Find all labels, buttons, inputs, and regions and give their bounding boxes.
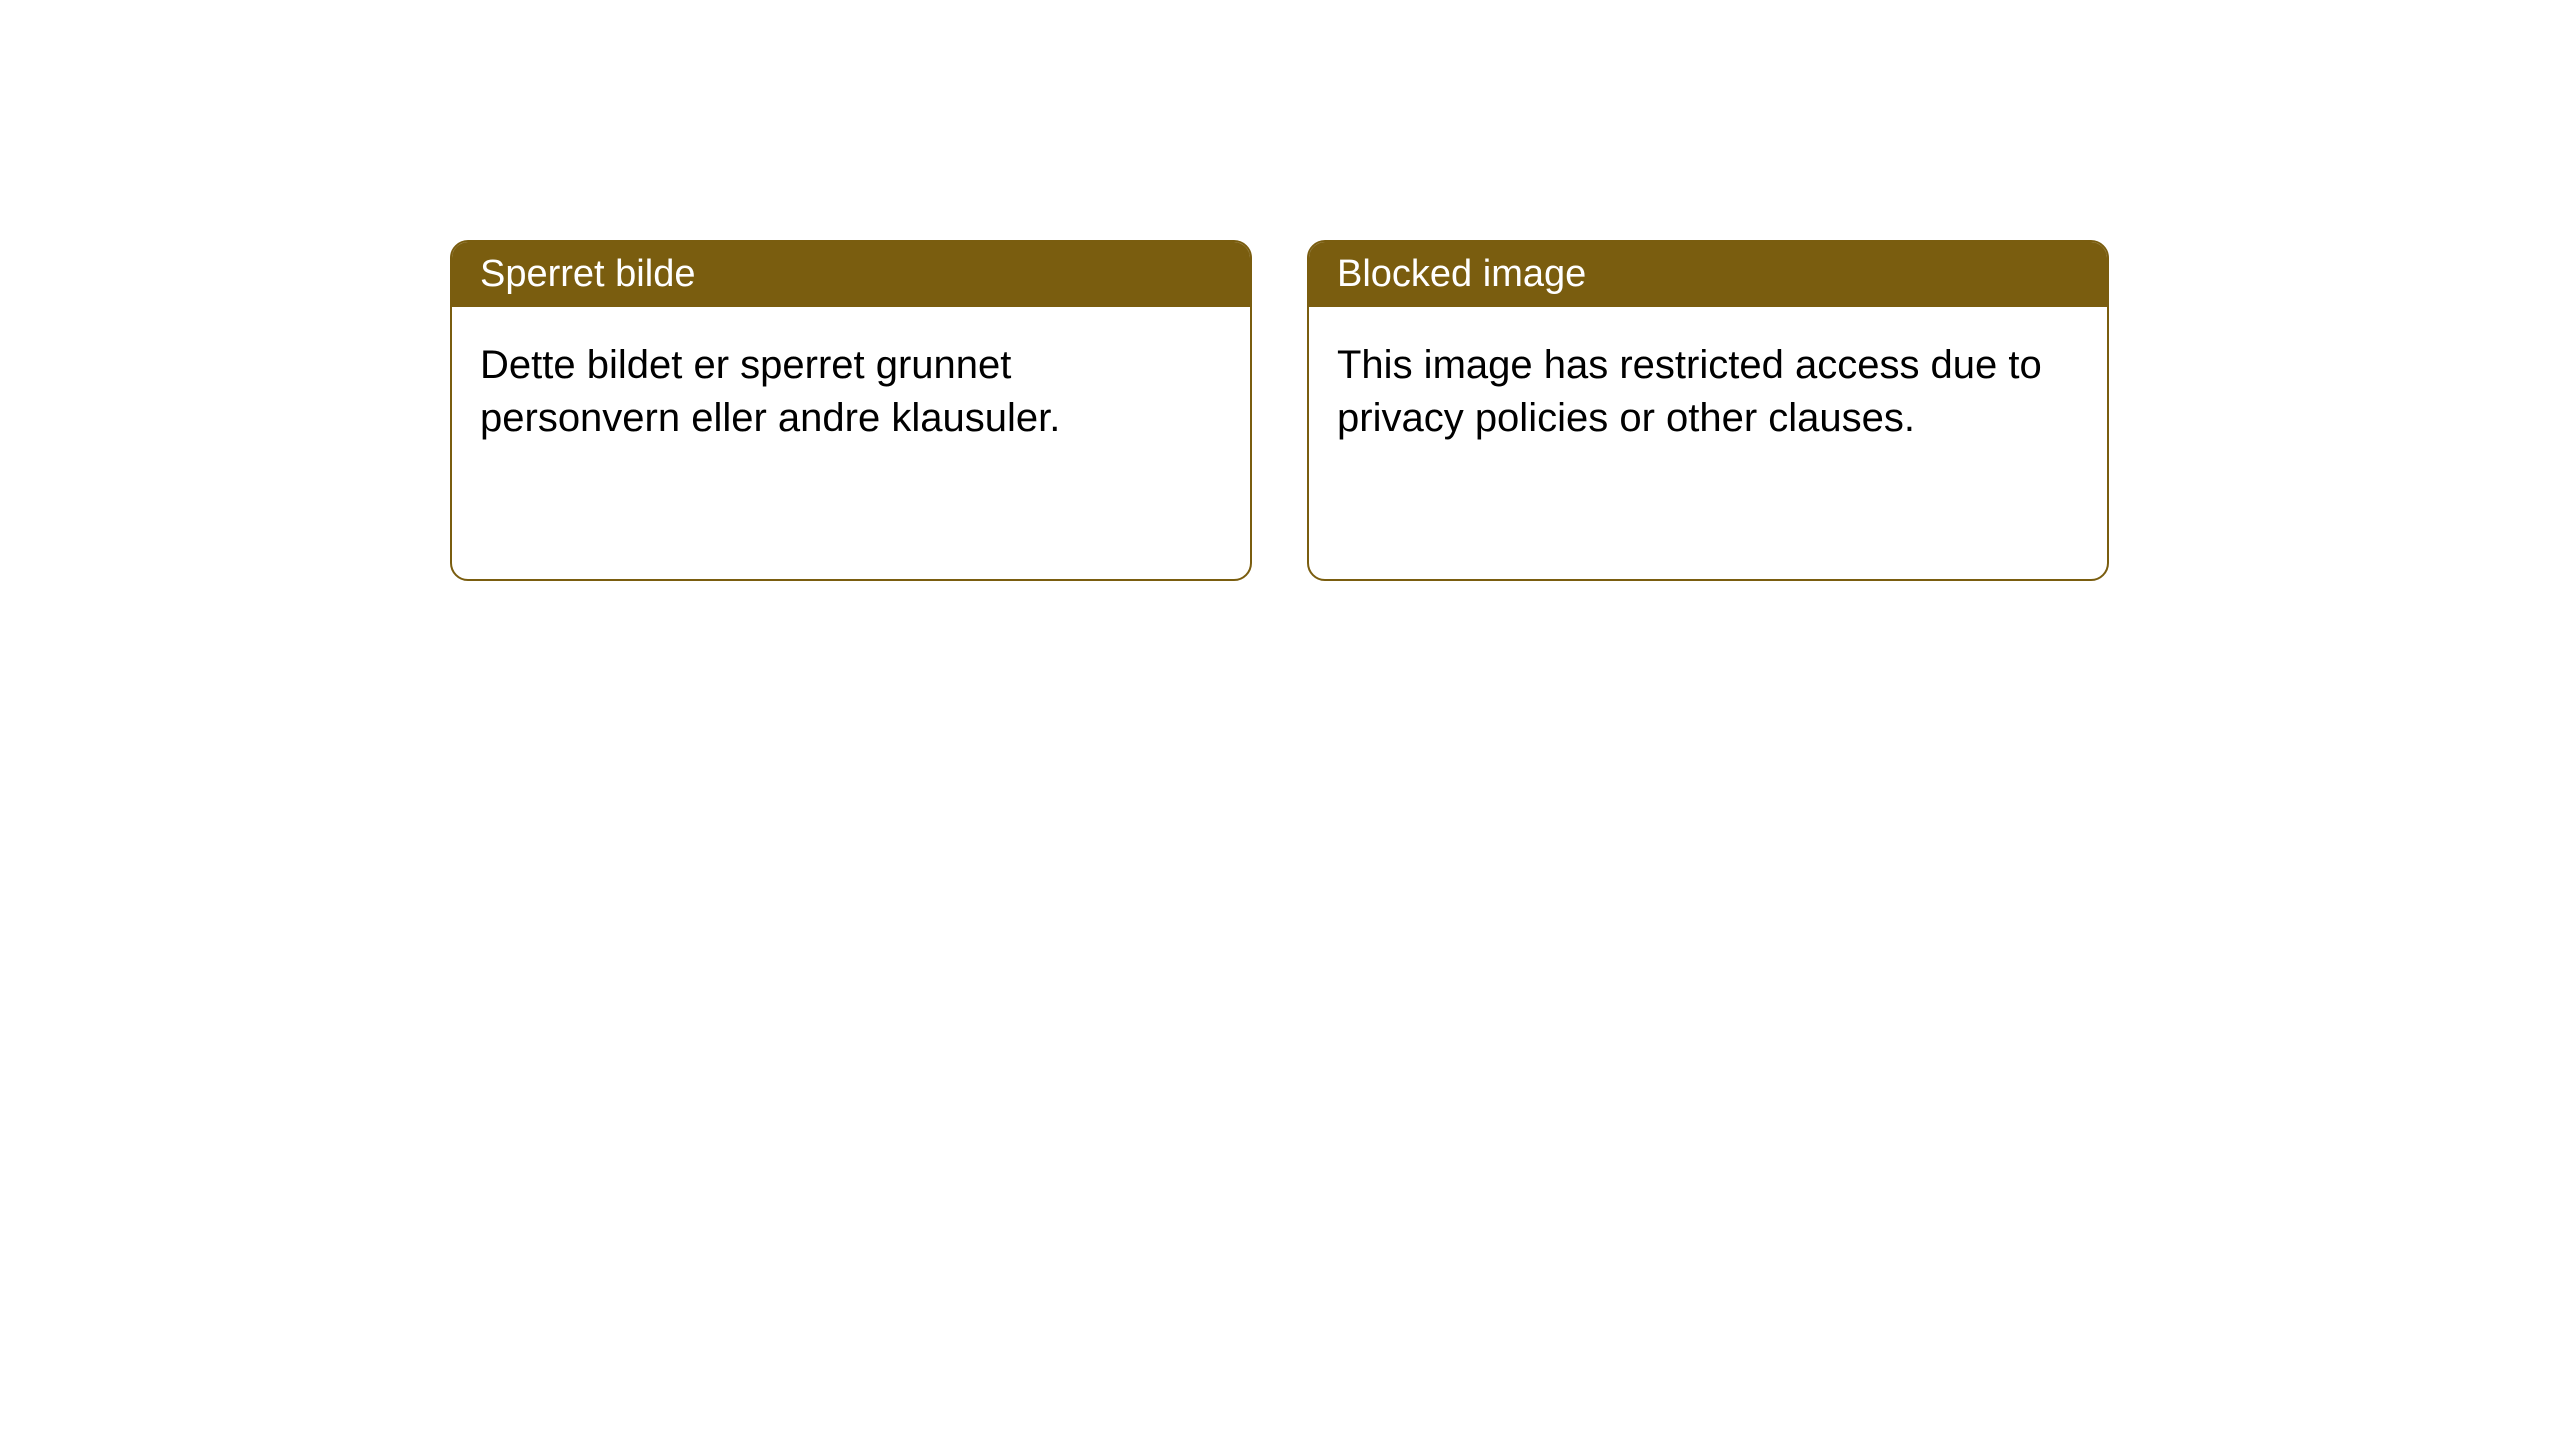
notice-body-norwegian: Dette bildet er sperret grunnet personve… — [452, 307, 1250, 579]
notice-body-english: This image has restricted access due to … — [1309, 307, 2107, 579]
notice-title-english: Blocked image — [1309, 242, 2107, 307]
notice-card-norwegian: Sperret bilde Dette bildet er sperret gr… — [450, 240, 1252, 581]
notice-card-english: Blocked image This image has restricted … — [1307, 240, 2109, 581]
notice-container: Sperret bilde Dette bildet er sperret gr… — [0, 0, 2560, 581]
notice-title-norwegian: Sperret bilde — [452, 242, 1250, 307]
